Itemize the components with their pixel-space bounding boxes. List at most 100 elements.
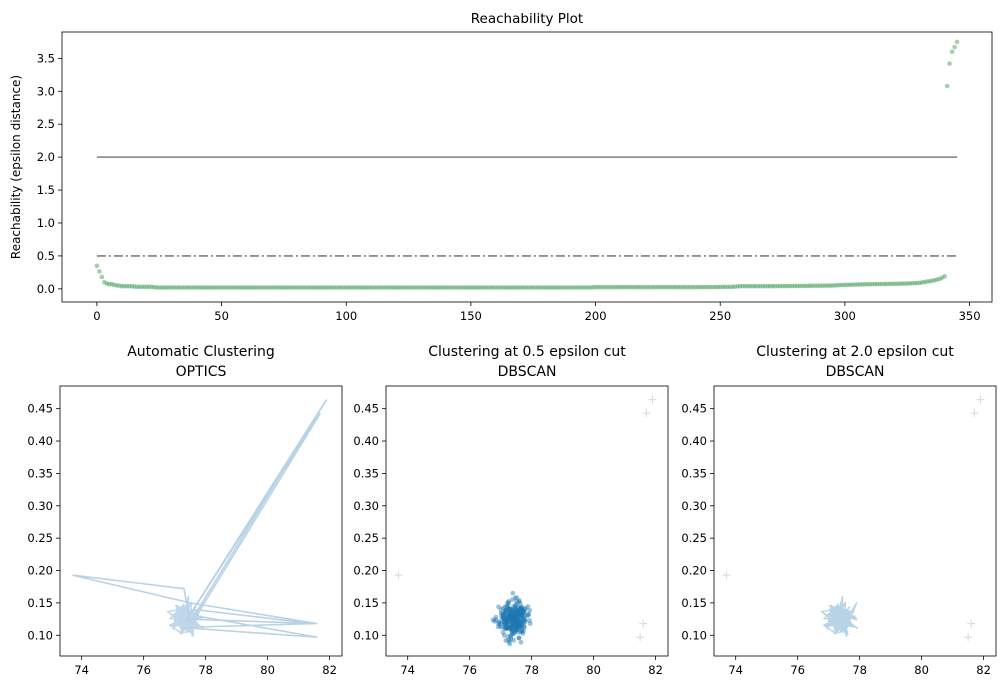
cluster-point xyxy=(518,611,524,617)
cluster-point xyxy=(504,603,510,608)
cluster-point xyxy=(505,614,511,620)
cluster-point xyxy=(520,631,526,636)
cluster-point xyxy=(517,624,523,630)
cluster-point xyxy=(500,614,506,620)
cluster-point xyxy=(503,638,509,643)
x-tick-label: 80 xyxy=(260,663,275,677)
cluster-point xyxy=(506,606,512,612)
cluster-point xyxy=(509,624,515,630)
cluster-point xyxy=(527,618,532,623)
cluster-point xyxy=(504,618,510,624)
y-tick-label: 0.45 xyxy=(681,402,707,416)
x-tick-label: 78 xyxy=(524,663,539,677)
cluster-point xyxy=(507,617,512,623)
cluster-point xyxy=(506,614,512,620)
cluster-point xyxy=(506,599,511,604)
cluster-point xyxy=(508,625,514,631)
cluster-point xyxy=(519,608,525,614)
cluster-point xyxy=(510,609,516,615)
cluster-point xyxy=(500,611,506,616)
noise-point xyxy=(636,633,645,642)
chart-title-line: DBSCAN xyxy=(498,364,557,380)
plot-area xyxy=(722,395,985,642)
cluster-point xyxy=(513,614,519,620)
cluster-point xyxy=(521,610,527,616)
cluster-point xyxy=(506,612,512,618)
cluster-point xyxy=(515,617,521,623)
cluster-point xyxy=(521,623,527,629)
x-tick-label: 74 xyxy=(728,663,743,677)
cluster-point xyxy=(518,605,523,611)
x-tick-label: 78 xyxy=(198,663,213,677)
cluster-point xyxy=(513,603,518,609)
cluster-point xyxy=(510,613,516,619)
cluster-point xyxy=(516,622,521,628)
cluster-point xyxy=(516,624,521,630)
cluster-point xyxy=(513,619,519,625)
cluster-point xyxy=(514,616,519,621)
y-tick-label: 1.0 xyxy=(37,216,55,230)
cluster-point xyxy=(500,615,506,621)
y-tick-label: 3.5 xyxy=(37,51,55,65)
data-point xyxy=(94,263,100,269)
x-tick-label: 350 xyxy=(959,309,981,323)
cluster-point xyxy=(518,613,524,619)
data-point xyxy=(949,49,955,55)
noise-point xyxy=(642,409,651,418)
cluster-point xyxy=(515,612,521,618)
cluster-point xyxy=(508,611,514,616)
y-tick-label: 0.25 xyxy=(353,531,379,545)
x-tick-label: 80 xyxy=(914,663,929,677)
data-point xyxy=(947,61,952,66)
x-tick-label: 300 xyxy=(834,309,856,323)
cluster-point xyxy=(514,614,520,619)
cluster-point xyxy=(514,595,520,600)
cluster-point xyxy=(510,614,516,620)
y-tick-label: 0.45 xyxy=(353,402,379,416)
cluster-point xyxy=(502,621,507,627)
cluster-point xyxy=(513,610,518,616)
cluster-point xyxy=(508,619,514,625)
noise-point xyxy=(970,409,979,418)
cluster-point xyxy=(526,612,531,618)
cluster-point xyxy=(513,605,519,611)
cluster-point xyxy=(514,617,519,623)
cluster-point xyxy=(516,598,522,603)
noise-point xyxy=(964,633,973,642)
cluster-point xyxy=(499,619,505,625)
cluster-point xyxy=(507,611,513,617)
cluster-point xyxy=(523,605,528,611)
cluster-point xyxy=(507,608,513,614)
cluster-point xyxy=(498,610,504,616)
cluster-point xyxy=(490,617,496,623)
x-tick-label: 74 xyxy=(74,663,89,677)
cluster-point xyxy=(518,639,524,645)
cluster-point xyxy=(500,629,506,635)
data-point xyxy=(97,269,102,274)
noise-point xyxy=(648,395,657,404)
cluster-point xyxy=(503,622,509,628)
cluster-point xyxy=(510,613,516,619)
cluster-point xyxy=(505,616,511,622)
cluster-point xyxy=(511,637,517,643)
cluster-point xyxy=(518,623,524,628)
cluster-point xyxy=(517,610,523,616)
cluster-point xyxy=(500,615,506,621)
cluster-point xyxy=(520,611,525,616)
y-tick-label: 1.5 xyxy=(37,183,55,197)
y-tick-label: 0.35 xyxy=(353,466,379,480)
chart-title-line: OPTICS xyxy=(176,364,227,380)
y-tick-label: 0.40 xyxy=(27,434,53,448)
cluster-point xyxy=(520,607,526,613)
y-tick-label: 0.35 xyxy=(27,466,53,480)
y-tick-label: 0.0 xyxy=(37,282,55,296)
x-tick-label: 74 xyxy=(400,663,415,677)
cluster-point xyxy=(504,625,510,631)
cluster-point xyxy=(513,611,519,617)
cluster-point xyxy=(517,612,523,618)
cluster-point xyxy=(521,628,526,634)
cluster-point xyxy=(510,623,516,629)
cluster-point xyxy=(518,606,524,612)
cluster-point xyxy=(521,620,527,625)
cluster-point xyxy=(508,627,514,632)
